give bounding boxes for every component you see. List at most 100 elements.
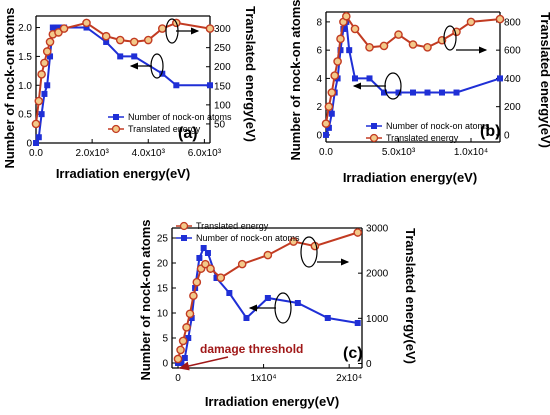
legend-marker-energy-a <box>111 124 121 134</box>
x-tick-label-b-2: 1.0x10⁴ <box>454 147 488 158</box>
data-point-energy-a-3 <box>40 58 49 68</box>
data-point-energy-a-12 <box>129 37 139 47</box>
y-tick-label-b-1: 2 <box>316 102 322 113</box>
legend-marker-nock-c <box>181 235 187 241</box>
data-point-energy-a-13 <box>143 35 153 45</box>
y-tick-label-b-0: 0 <box>316 130 322 141</box>
data-point-nock-b-14 <box>424 89 431 96</box>
x-tick-label-b-0: 0.0 <box>319 147 333 158</box>
y-axis-label-b: Number of nock-on atoms <box>288 0 303 161</box>
y2-axis-label-c: Translated energy(eV) <box>403 228 418 364</box>
legend-entry-c-1: Translated energy <box>196 221 269 231</box>
data-point-energy-b-9 <box>365 43 374 52</box>
data-point-energy-c-1 <box>176 345 185 355</box>
data-point-nock-b-9 <box>352 75 358 82</box>
data-point-energy-c-13 <box>289 237 298 246</box>
data-point-energy-b-4 <box>333 57 342 66</box>
x-axis-label-a: Irradiation energy(eV) <box>56 166 190 181</box>
ellipse-marker-energy-c <box>300 236 318 268</box>
data-point-nock-c-14 <box>324 315 331 321</box>
data-point-energy-b-13 <box>423 43 432 52</box>
damage-threshold-label: damage threshold <box>200 342 303 356</box>
data-point-nock-b-16 <box>453 89 460 96</box>
data-point-energy-c-2 <box>178 336 188 346</box>
data-point-nock-a-11 <box>83 24 90 31</box>
data-point-nock-c-13 <box>294 300 301 306</box>
legend-marker-energy-c <box>179 221 189 231</box>
legend-entry-b-1: Number of nock-on atoms <box>386 121 490 131</box>
y-tick-label-c-3: 15 <box>157 284 169 295</box>
legend-entry-a-2: Translated energy <box>128 124 201 134</box>
y2-tick-label-c-2: 2000 <box>366 269 389 280</box>
legend-entry-b-2: Translated energy <box>386 133 459 143</box>
data-point-nock-a-14 <box>131 53 138 60</box>
data-point-nock-a-13 <box>117 53 124 60</box>
data-point-energy-c-10 <box>216 273 226 282</box>
data-point-nock-c-2 <box>181 355 188 361</box>
x-tick-label-b-1: 5.0x10³ <box>382 147 416 158</box>
data-point-nock-c-15 <box>354 320 361 326</box>
data-point-nock-c-11 <box>243 315 250 321</box>
data-point-energy-c-5 <box>189 291 198 301</box>
legend-marker-energy-b <box>369 133 379 143</box>
y2-tick-label-c-1: 1000 <box>366 314 389 325</box>
data-point-nock-a-3 <box>41 90 48 97</box>
legend-a: Number of nock-on atoms Translated energ… <box>108 112 232 134</box>
x-axis-label-b: Irradiation energy(eV) <box>343 170 477 185</box>
data-point-energy-a-0 <box>31 119 41 129</box>
y-axis-label-c: Number of nock-on atoms <box>138 219 153 380</box>
data-point-energy-b-8 <box>350 24 360 34</box>
damage-threshold-arrow <box>178 356 229 371</box>
data-point-nock-c-7 <box>200 245 207 251</box>
data-point-nock-b-1 <box>325 124 332 131</box>
data-point-energy-b-16 <box>466 17 476 27</box>
y2-tick-label-b-1: 200 <box>504 102 521 113</box>
y-tick-label-b-2: 4 <box>316 74 322 85</box>
data-point-nock-a-1 <box>35 134 42 141</box>
y2-tick-label-b-0: 0 <box>504 130 510 141</box>
y2-tick-label-a-2: 150 <box>214 81 231 92</box>
data-point-nock-a-16 <box>173 82 180 89</box>
y2-axis-label-b: Translated energy(eV) <box>538 12 550 148</box>
data-point-nock-a-15 <box>159 70 166 77</box>
ellipse-marker-nock-b <box>384 72 402 100</box>
data-point-energy-c-15 <box>353 228 363 237</box>
ellipse-marker-nock-a <box>150 53 164 79</box>
data-point-nock-c-12 <box>264 295 271 301</box>
y2-tick-label-a-1: 100 <box>214 100 231 111</box>
data-point-energy-a-9 <box>82 18 91 28</box>
x-tick-label-a-2: 4.0x10³ <box>132 148 166 159</box>
panel-label-b: (b) <box>480 123 500 140</box>
data-point-nock-a-4 <box>44 82 51 89</box>
y-tick-label-c-1: 5 <box>162 334 168 345</box>
y2-tick-label-b-4: 800 <box>504 17 521 28</box>
x-tick-label-a-1: 2.0x10³ <box>75 148 109 159</box>
data-point-nock-b-2 <box>328 110 335 117</box>
data-point-energy-a-10 <box>101 31 111 41</box>
series-line-energy-b <box>325 14 501 124</box>
data-point-energy-b-3 <box>330 71 340 80</box>
y-axis-label-a: Number of nock-on atoms <box>2 7 17 168</box>
data-point-energy-c-12 <box>263 250 273 260</box>
legend-c: Translated energy Number of nock-on atom… <box>176 221 300 243</box>
x-tick-label-c-2: 2x10⁴ <box>336 373 362 384</box>
data-point-nock-a-12 <box>103 38 110 45</box>
data-point-nock-b-0 <box>323 131 329 138</box>
data-point-nock-b-13 <box>410 89 416 96</box>
legend-marker-nock-a <box>113 114 119 120</box>
data-point-nock-c-10 <box>226 290 233 296</box>
x-tick-label-a-0: 0.0 <box>29 148 43 159</box>
data-point-nock-b-11 <box>381 89 387 96</box>
y2-tick-label-c-0: 0 <box>366 359 372 370</box>
y2-tick-label-c-3: 3000 <box>366 224 389 235</box>
data-point-energy-a-1 <box>34 96 44 106</box>
y-tick-label-c-4: 20 <box>157 259 169 270</box>
legend-entry-a-1: Number of nock-on atoms <box>128 112 232 122</box>
data-point-nock-b-12 <box>395 89 402 96</box>
data-point-energy-b-17 <box>495 14 505 24</box>
data-point-energy-b-7 <box>341 11 351 21</box>
data-point-energy-b-10 <box>379 41 389 51</box>
y-tick-label-a-3: 1.5 <box>18 52 32 63</box>
data-point-energy-a-7 <box>54 28 63 37</box>
y-tick-label-b-4: 8 <box>316 17 322 28</box>
